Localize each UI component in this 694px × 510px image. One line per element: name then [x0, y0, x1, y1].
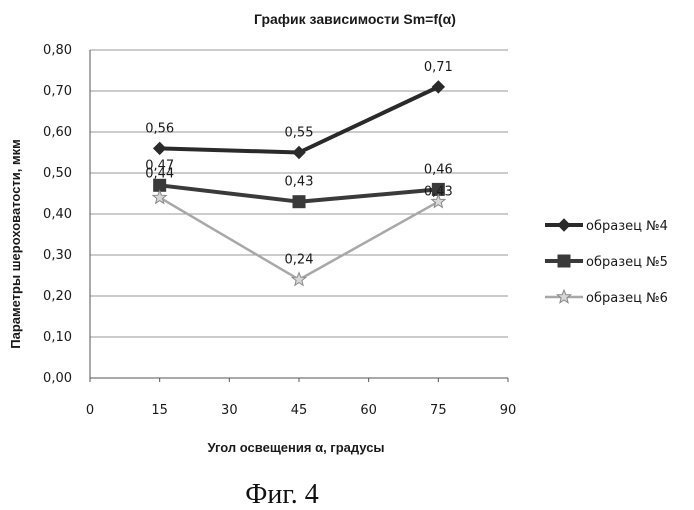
- data-label: 0,24: [285, 253, 314, 268]
- data-label: 0,71: [424, 60, 453, 75]
- y-tick-label: 0,60: [43, 125, 72, 140]
- legend: образец №4 образец №5 образец №6: [545, 219, 668, 306]
- figure-caption: Фиг. 4: [245, 479, 318, 510]
- data-label: 0,46: [424, 162, 453, 177]
- x-tick-label: 45: [291, 403, 308, 418]
- legend-marker: [557, 290, 570, 303]
- y-tick-label: 0,70: [43, 84, 72, 99]
- series-2-point: [293, 196, 305, 208]
- x-axis-label: Угол освещения α, градусы: [207, 440, 384, 455]
- data-label: 0,43: [424, 185, 453, 200]
- legend-label: образец №4: [586, 219, 668, 234]
- x-tick-label: 30: [221, 403, 238, 418]
- chart-title: График зависимости Sm=f(α): [254, 11, 456, 27]
- data-label: 0,44: [145, 167, 174, 182]
- x-tick-label: 60: [360, 403, 377, 418]
- y-tick-label: 0,10: [43, 330, 72, 345]
- legend-marker: [558, 255, 570, 267]
- data-label: 0,43: [285, 175, 314, 190]
- data-label: 0,55: [285, 126, 314, 141]
- data-label: 0,56: [145, 121, 174, 136]
- y-axis-label: Параметры шероховатости, мкм: [8, 139, 23, 348]
- y-tick-label: 0,40: [43, 207, 72, 222]
- series-1-point: [154, 142, 166, 154]
- x-tick-label: 0: [86, 403, 94, 418]
- y-tick-label: 0,00: [43, 371, 72, 386]
- series-line-1: [160, 87, 439, 153]
- axes: 0,00 0,10 0,20 0,30 0,40 0,50 0,60 0,70 0,80 0 15 3…: [43, 43, 516, 418]
- y-tick-label: 0,50: [43, 166, 72, 181]
- y-tick-label: 0,20: [43, 289, 72, 304]
- x-tick-label: 75: [430, 403, 447, 418]
- y-tick-label: 0,30: [43, 248, 72, 263]
- legend-label: образец №5: [586, 255, 668, 270]
- y-tick-label: 0,80: [43, 43, 72, 58]
- x-tick-label: 90: [500, 403, 517, 418]
- series-3-point: [292, 273, 305, 286]
- legend-label: образец №6: [586, 291, 668, 306]
- series-1-point: [293, 147, 305, 159]
- x-tick-label: 15: [151, 403, 168, 418]
- legend-marker: [558, 219, 570, 231]
